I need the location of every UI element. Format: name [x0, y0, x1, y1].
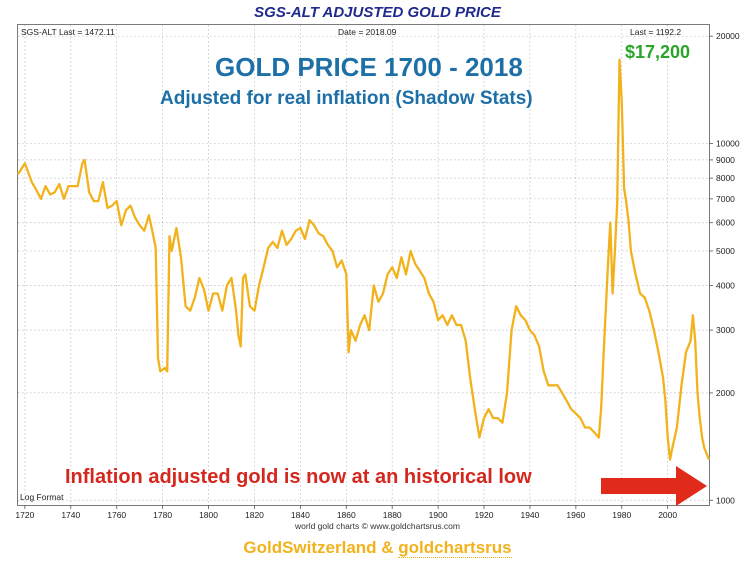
y-tick-label: 6000: [716, 218, 735, 228]
chart-date: Date = 2018.09: [338, 27, 397, 37]
x-tick-label: 2000: [658, 510, 677, 520]
plot-frame: [17, 24, 710, 506]
log-format-label: Log Format: [20, 492, 64, 502]
x-tick-label: 1760: [107, 510, 126, 520]
y-tick-label: 7000: [716, 194, 735, 204]
x-tick-label: 1820: [245, 510, 264, 520]
x-tick-label: 1880: [383, 510, 402, 520]
y-tick-label: 20000: [716, 31, 740, 41]
footer-brand: GoldSwitzerland & goldchartsrus: [0, 538, 755, 558]
footer-brand-link[interactable]: goldchartsrus: [398, 538, 512, 558]
x-tick-label: 1800: [199, 510, 218, 520]
last-price: Last = 1192.2: [630, 27, 682, 37]
chart-main-title: GOLD PRICE 1700 - 2018: [215, 52, 523, 82]
x-tick-label: 1720: [15, 510, 34, 520]
chart-subtitle: Adjusted for real inflation (Shadow Stat…: [160, 88, 533, 109]
x-tick-label: 1840: [291, 510, 310, 520]
x-tick-label: 1940: [520, 510, 539, 520]
y-tick-label: 1000: [716, 495, 735, 505]
peak-price-label: $17,200: [625, 42, 691, 62]
y-tick-label: 9000: [716, 155, 735, 165]
x-tick-label: 1780: [153, 510, 172, 520]
y-tick-label: 10000: [716, 139, 740, 149]
y-tick-label: 5000: [716, 246, 735, 256]
y-tick-label: 4000: [716, 281, 735, 291]
chart-top-title: SGS-ALT ADJUSTED GOLD PRICE: [254, 4, 501, 21]
source-credit: world gold charts © www.goldchartsrus.co…: [295, 521, 460, 531]
footer-brand-part1: GoldSwitzerland &: [243, 538, 399, 557]
y-tick-label: 3000: [716, 325, 735, 335]
x-tick-label: 1980: [612, 510, 631, 520]
y-tick-label: 2000: [716, 388, 735, 398]
x-tick-label: 1900: [429, 510, 448, 520]
x-tick-label: 1960: [566, 510, 585, 520]
series-last-value: SGS-ALT Last = 1472.11: [21, 27, 115, 37]
x-tick-label: 1860: [337, 510, 356, 520]
red-arrow-icon: [601, 466, 707, 506]
x-tick-label: 1740: [61, 510, 80, 520]
historical-low-callout: Inflation adjusted gold is now at an his…: [65, 466, 532, 488]
y-tick-label: 8000: [716, 173, 735, 183]
gold-price-line: [17, 58, 711, 461]
x-tick-label: 1920: [475, 510, 494, 520]
